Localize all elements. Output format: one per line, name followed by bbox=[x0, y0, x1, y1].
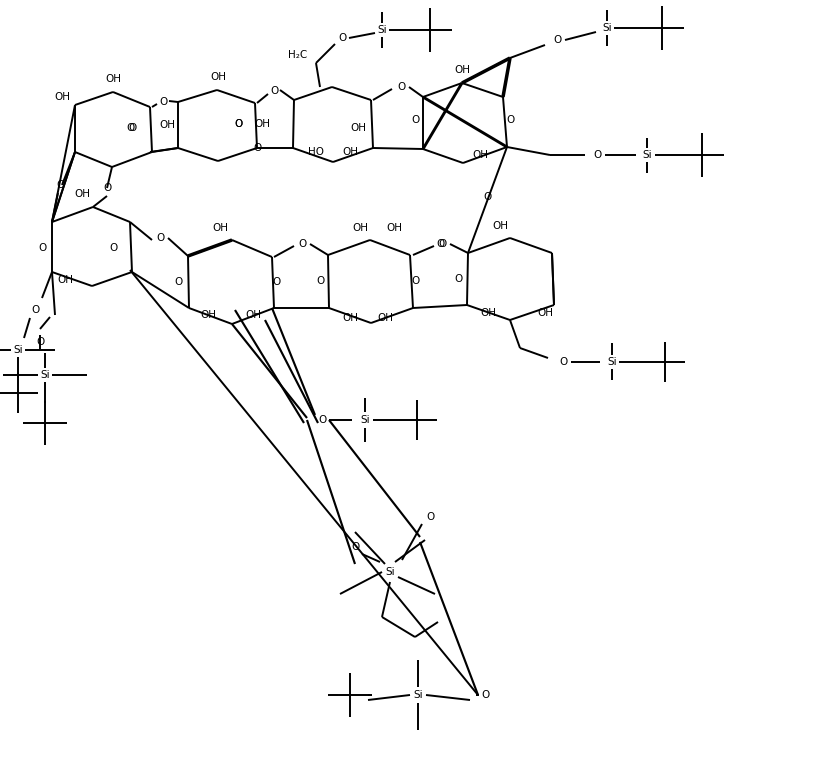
Text: O: O bbox=[126, 123, 134, 133]
Text: Si: Si bbox=[360, 415, 370, 425]
Text: O: O bbox=[156, 233, 164, 243]
Text: O: O bbox=[554, 35, 562, 45]
Text: OH: OH bbox=[492, 221, 508, 231]
Text: O: O bbox=[270, 86, 278, 96]
Text: OH: OH bbox=[245, 310, 261, 320]
Text: O: O bbox=[436, 239, 444, 249]
Text: O: O bbox=[594, 150, 602, 160]
Text: OH: OH bbox=[254, 119, 270, 129]
Text: O: O bbox=[128, 123, 136, 133]
Text: O: O bbox=[36, 337, 44, 347]
Text: O: O bbox=[454, 274, 462, 284]
Text: Si: Si bbox=[607, 357, 617, 367]
Text: OH: OH bbox=[350, 123, 366, 133]
Text: O: O bbox=[426, 512, 434, 522]
Text: OH: OH bbox=[210, 72, 226, 82]
Text: OH: OH bbox=[454, 65, 470, 75]
Text: O: O bbox=[481, 690, 489, 700]
Text: O: O bbox=[483, 192, 491, 202]
Text: O: O bbox=[159, 97, 167, 107]
Text: OH: OH bbox=[537, 308, 553, 318]
Text: O: O bbox=[438, 239, 446, 249]
Text: O: O bbox=[38, 243, 46, 253]
Text: O: O bbox=[338, 33, 346, 43]
Text: O: O bbox=[234, 119, 242, 129]
Text: Si: Si bbox=[385, 567, 395, 577]
Text: OH: OH bbox=[377, 313, 393, 323]
Text: O: O bbox=[397, 82, 405, 92]
Text: OH: OH bbox=[342, 147, 358, 157]
Text: O: O bbox=[31, 305, 39, 315]
Text: O: O bbox=[316, 276, 324, 286]
Text: OH: OH bbox=[74, 189, 90, 199]
Text: O: O bbox=[109, 243, 117, 253]
Text: OH: OH bbox=[386, 223, 402, 233]
Text: OH: OH bbox=[57, 275, 73, 285]
Text: O: O bbox=[559, 357, 567, 367]
Text: OH: OH bbox=[472, 150, 488, 160]
Text: OH: OH bbox=[480, 308, 496, 318]
Text: O: O bbox=[351, 542, 359, 552]
Text: OH: OH bbox=[200, 310, 216, 320]
Text: O: O bbox=[318, 415, 326, 425]
Text: H₂C: H₂C bbox=[288, 50, 307, 60]
Text: OH: OH bbox=[342, 313, 358, 323]
Text: O: O bbox=[411, 115, 419, 125]
Text: OH: OH bbox=[105, 74, 121, 84]
Text: Si: Si bbox=[13, 345, 23, 355]
Text: HO: HO bbox=[308, 147, 324, 157]
Text: Si: Si bbox=[40, 370, 50, 380]
Text: OH: OH bbox=[159, 120, 175, 130]
Text: O: O bbox=[103, 183, 111, 193]
Text: OH: OH bbox=[54, 92, 70, 102]
Text: O: O bbox=[56, 180, 64, 190]
Text: O: O bbox=[234, 119, 242, 129]
Text: O: O bbox=[298, 239, 306, 249]
Text: Si: Si bbox=[413, 690, 423, 700]
Text: Si: Si bbox=[377, 25, 387, 35]
Text: Si: Si bbox=[642, 150, 652, 160]
Text: O: O bbox=[411, 276, 419, 286]
Text: O: O bbox=[272, 277, 280, 287]
Text: Si: Si bbox=[602, 23, 612, 33]
Text: OH: OH bbox=[212, 223, 228, 233]
Text: O: O bbox=[174, 277, 182, 287]
Text: OH: OH bbox=[352, 223, 368, 233]
Text: O: O bbox=[506, 115, 515, 125]
Text: O: O bbox=[253, 143, 261, 153]
